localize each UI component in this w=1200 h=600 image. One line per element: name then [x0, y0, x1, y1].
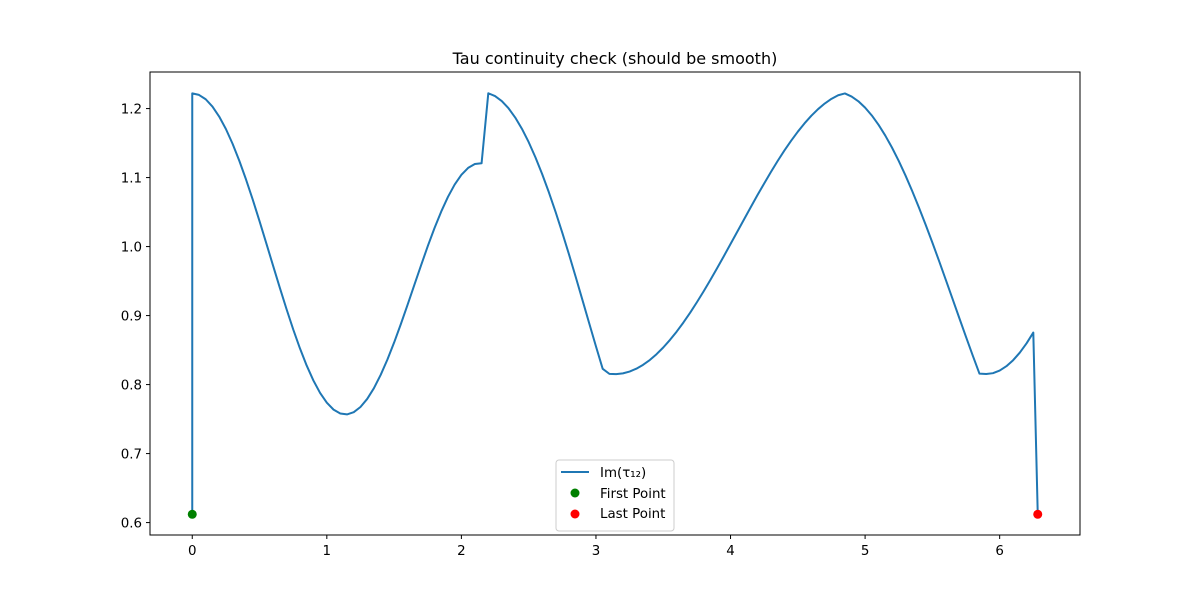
series-line — [191, 92, 1039, 515]
y-tick-label: 1.2 — [121, 103, 142, 118]
plot-area: 0 1 2 3 4 5 6 0.6 0.7 0.8 0.9 1.0 1.1 1.2 — [121, 71, 1081, 559]
x-axis-ticks: 0 1 2 3 4 5 6 — [188, 535, 1004, 559]
last-point-marker — [1033, 509, 1043, 519]
x-tick-label: 2 — [457, 544, 466, 559]
axes-frame — [149, 71, 1081, 536]
legend-frame — [555, 459, 675, 532]
legend-swatch-first-point — [570, 488, 580, 498]
legend-label-series: Im(τ₁₂) — [600, 466, 646, 481]
legend: Im(τ₁₂) First Point Last Point — [555, 459, 675, 532]
x-tick-label: 3 — [592, 544, 601, 559]
legend-swatch-last-point — [570, 509, 580, 519]
x-tick-label: 5 — [861, 544, 870, 559]
y-axis-ticks: 0.6 0.7 0.8 0.9 1.0 1.1 1.2 — [121, 103, 150, 532]
x-tick-label: 1 — [323, 544, 332, 559]
data-layer — [187, 92, 1043, 519]
x-tick-label: 4 — [726, 544, 735, 559]
x-tick-label: 6 — [995, 544, 1004, 559]
legend-label-last-point: Last Point — [600, 507, 665, 522]
y-tick-label: 1.1 — [121, 172, 142, 187]
y-tick-label: 1.0 — [121, 241, 142, 256]
y-tick-label: 0.7 — [121, 448, 142, 463]
first-point-marker — [187, 509, 197, 519]
legend-label-first-point: First Point — [600, 487, 666, 502]
y-tick-label: 0.9 — [121, 310, 142, 325]
y-tick-label: 0.6 — [121, 517, 142, 532]
x-tick-label: 0 — [188, 544, 197, 559]
y-tick-label: 0.8 — [121, 379, 142, 394]
chart-title: Tau continuity check (should be smooth) — [452, 49, 778, 68]
